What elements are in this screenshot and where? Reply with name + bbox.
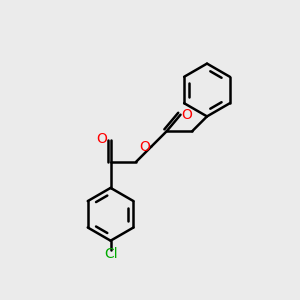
- Text: O: O: [182, 108, 193, 122]
- Text: O: O: [139, 140, 150, 154]
- Text: Cl: Cl: [104, 247, 117, 261]
- Text: O: O: [96, 132, 107, 146]
